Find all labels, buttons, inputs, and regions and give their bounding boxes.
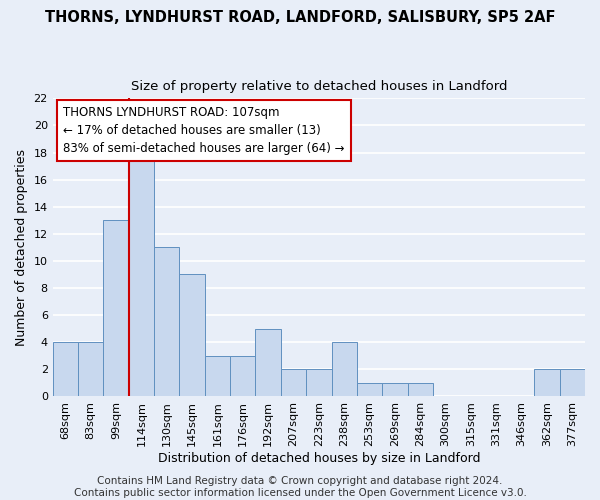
Bar — [332, 342, 357, 396]
Bar — [281, 370, 306, 396]
Title: Size of property relative to detached houses in Landford: Size of property relative to detached ho… — [131, 80, 507, 93]
Text: THORNS, LYNDHURST ROAD, LANDFORD, SALISBURY, SP5 2AF: THORNS, LYNDHURST ROAD, LANDFORD, SALISB… — [45, 10, 555, 25]
X-axis label: Distribution of detached houses by size in Landford: Distribution of detached houses by size … — [158, 452, 480, 465]
Y-axis label: Number of detached properties: Number of detached properties — [15, 149, 28, 346]
Bar — [230, 356, 256, 397]
Bar — [78, 342, 103, 396]
Bar — [560, 370, 585, 396]
Bar — [179, 274, 205, 396]
Bar — [306, 370, 332, 396]
Bar — [154, 248, 179, 396]
Bar — [407, 383, 433, 396]
Bar — [256, 328, 281, 396]
Bar — [205, 356, 230, 397]
Bar — [103, 220, 129, 396]
Bar — [382, 383, 407, 396]
Bar — [535, 370, 560, 396]
Bar — [53, 342, 78, 396]
Bar — [129, 152, 154, 396]
Bar — [357, 383, 382, 396]
Text: Contains HM Land Registry data © Crown copyright and database right 2024.
Contai: Contains HM Land Registry data © Crown c… — [74, 476, 526, 498]
Text: THORNS LYNDHURST ROAD: 107sqm
← 17% of detached houses are smaller (13)
83% of s: THORNS LYNDHURST ROAD: 107sqm ← 17% of d… — [64, 106, 345, 155]
